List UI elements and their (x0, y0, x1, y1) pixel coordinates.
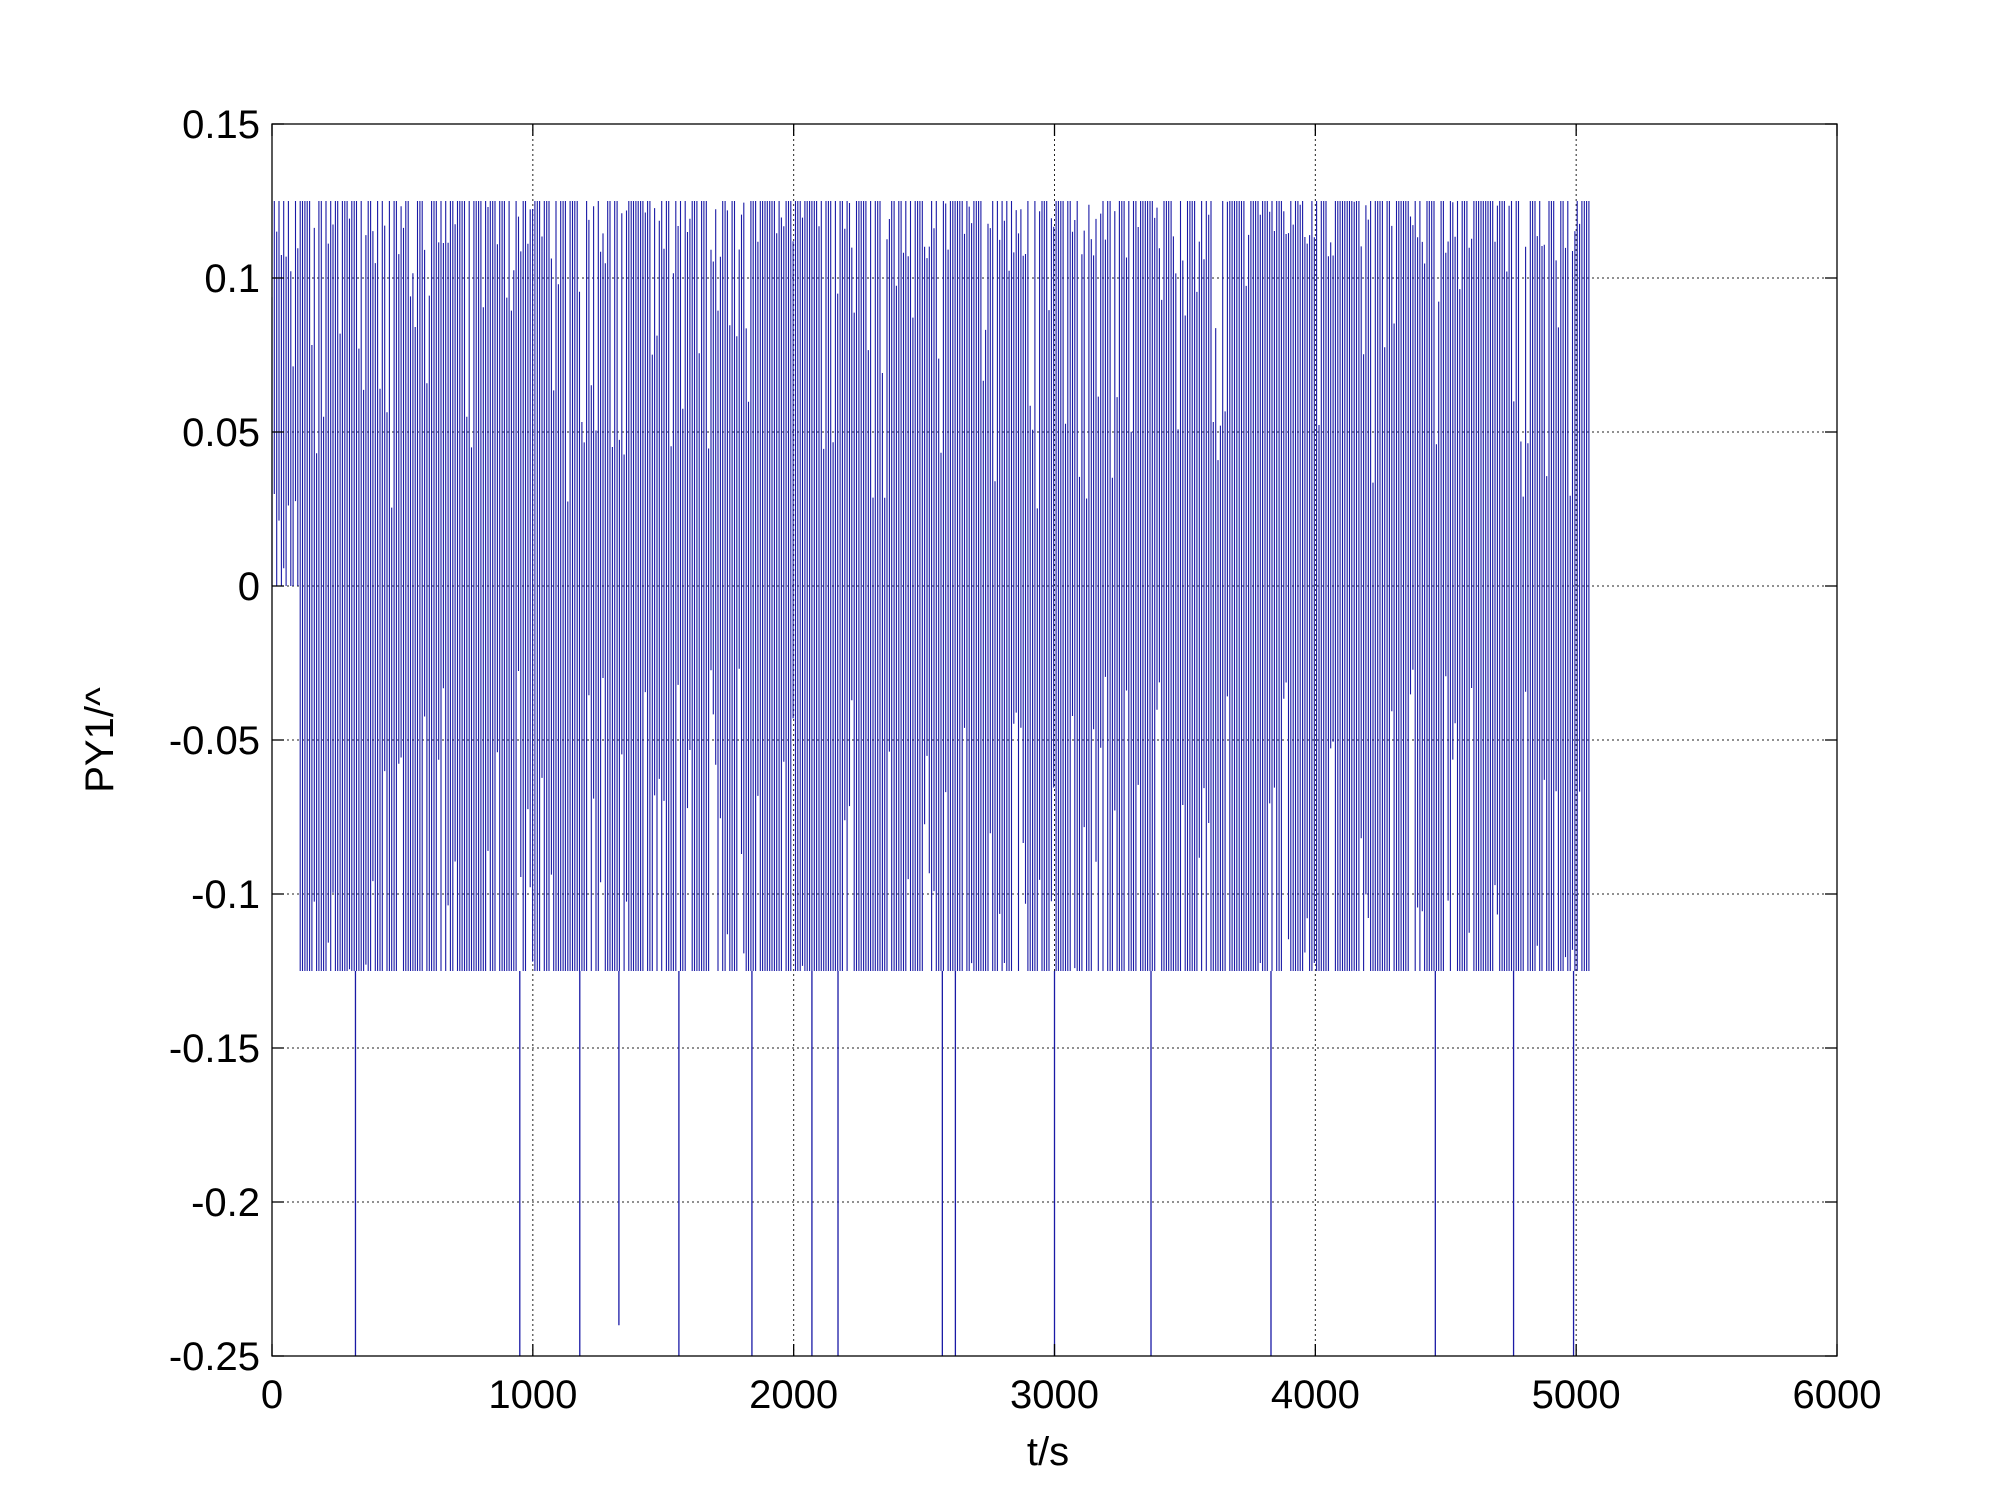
y-tick-label: -0.05 (169, 719, 260, 763)
y-tick-label: -0.25 (169, 1335, 260, 1379)
signal-series (271, 201, 1590, 1356)
x-tick-label: 2000 (749, 1373, 838, 1417)
y-tick-label: 0.1 (204, 257, 260, 301)
x-tick-label: 6000 (1793, 1373, 1882, 1417)
axis-ticks (271, 123, 1838, 1357)
x-axis-title: t/s (1027, 1430, 1069, 1474)
x-tick-label: 3000 (1010, 1373, 1099, 1417)
tick-labels: 0 1000 2000 3000 4000 5000 60000.150.10.050-0.… (169, 103, 1882, 1417)
x-tick-label: 4000 (1271, 1373, 1360, 1417)
x-tick-label: 0 (261, 1373, 283, 1417)
y-tick-label: -0.2 (191, 1181, 260, 1225)
y-tick-label: -0.15 (169, 1027, 260, 1071)
y-tick-label: 0 (238, 565, 260, 609)
x-tick-label: 5000 (1532, 1373, 1621, 1417)
y-tick-label: 0.05 (182, 411, 260, 455)
x-tick-label: 1000 (488, 1373, 577, 1417)
y-tick-label: -0.1 (191, 873, 260, 917)
y-axis-title: PY1/^ (78, 687, 122, 793)
y-tick-label: 0.15 (182, 103, 260, 147)
